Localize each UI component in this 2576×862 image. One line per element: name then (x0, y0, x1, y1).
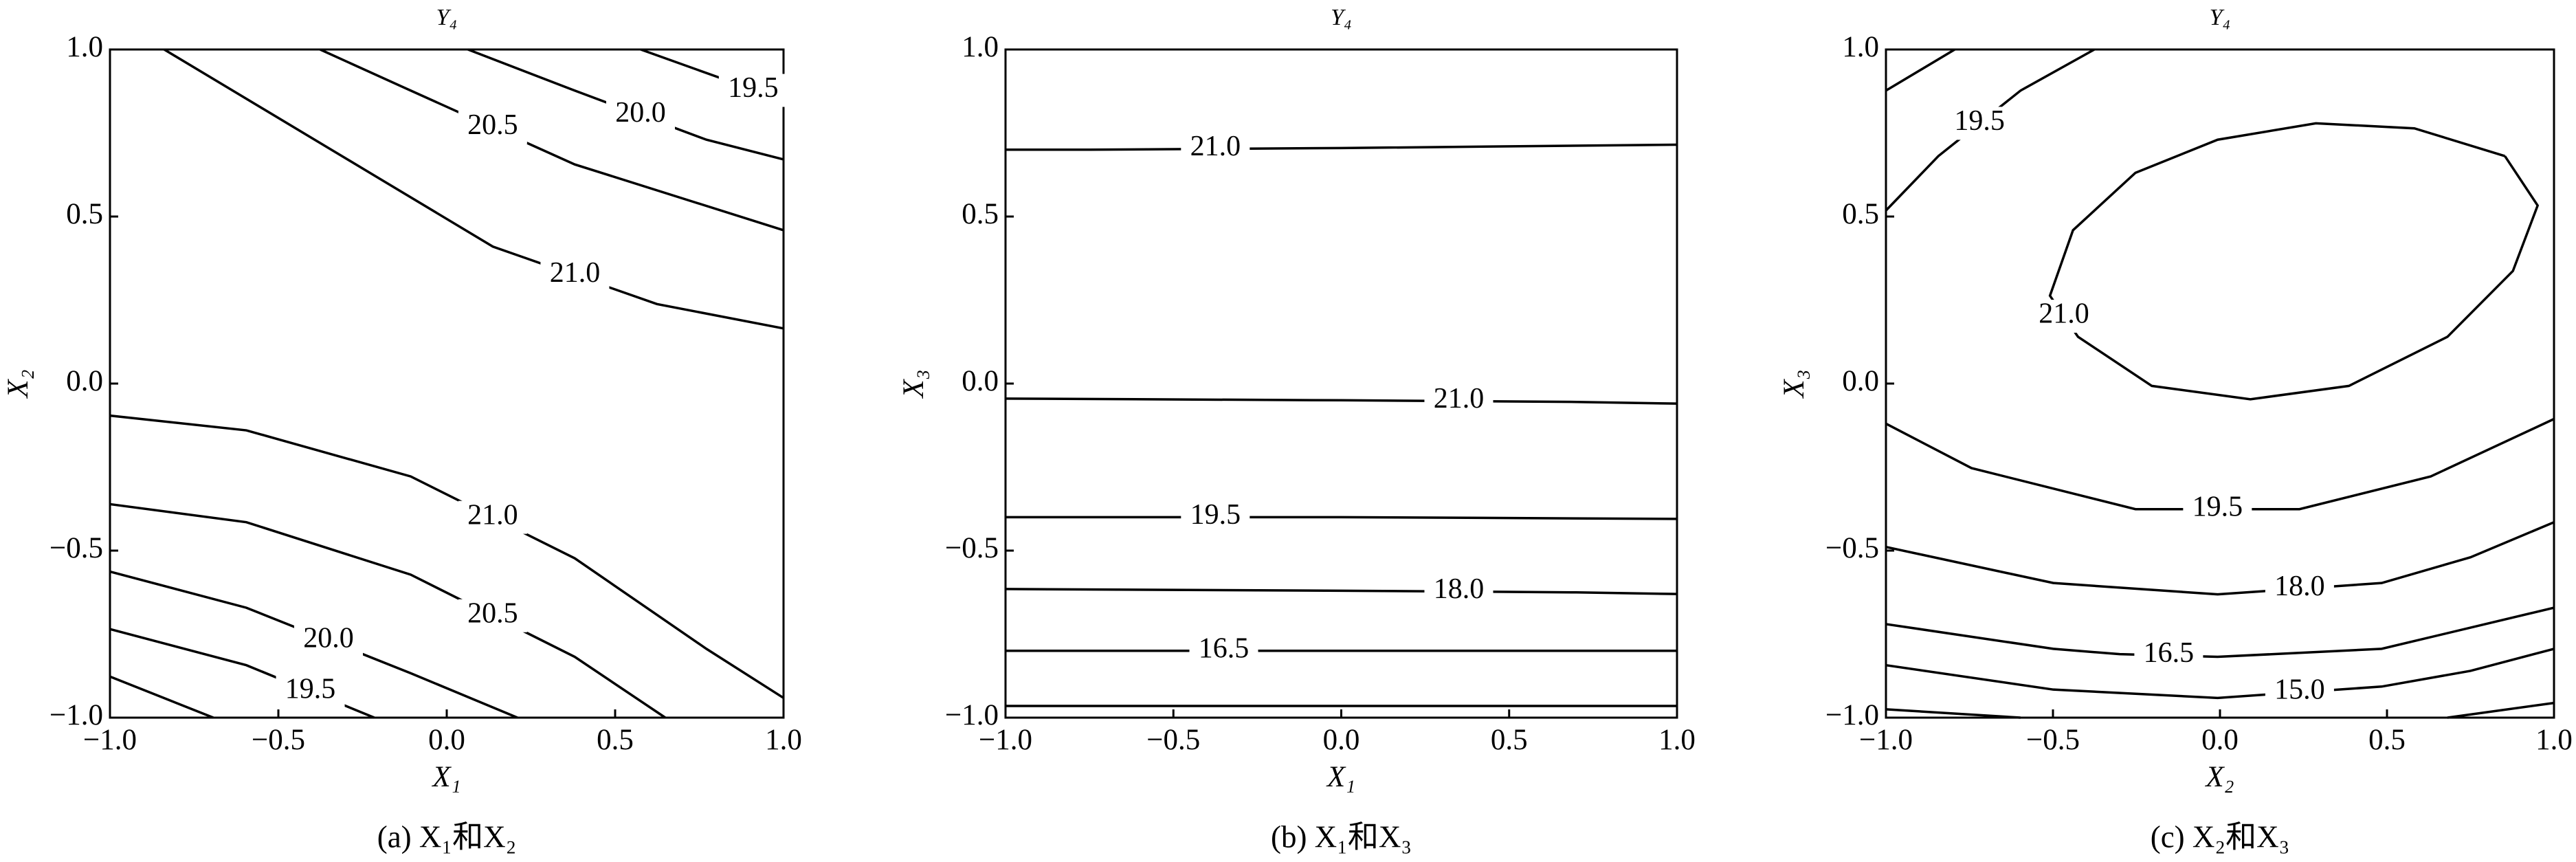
contour-line (109, 675, 214, 719)
caption: (a) X₁和X₂ (377, 819, 517, 854)
contour-line (1006, 516, 1678, 520)
contour-label-bg (1424, 575, 1494, 608)
contour-label-bg (1181, 132, 1250, 166)
contour-line (1885, 606, 2555, 659)
x-tick-label: −0.5 (2026, 724, 2080, 756)
contour-label: 20.0 (303, 622, 354, 654)
contour-label-bg (2265, 572, 2334, 606)
x-tick-label: −0.5 (252, 724, 305, 756)
caption: (c) X₂和X₃ (2151, 819, 2290, 854)
x-tick-label: −0.5 (1146, 724, 1200, 756)
y-tick-label: −1.0 (49, 699, 103, 731)
y-tick-label: −1.0 (945, 699, 999, 731)
plot-frame (1885, 48, 2555, 719)
y-tick-label: −0.5 (49, 532, 103, 564)
x-tick-label: 0.5 (1491, 724, 1528, 756)
y-axis-label: X₃ (1778, 369, 1810, 399)
x-tick-label: −1.0 (83, 724, 137, 756)
contour-label: 21.0 (1434, 383, 1485, 415)
contour-label-bg (458, 500, 527, 534)
y-tick-label: 0.0 (962, 365, 999, 397)
contour-label-bg (2265, 676, 2334, 709)
y-tick-label: −0.5 (1825, 532, 1879, 564)
contour-label-bg (2183, 492, 2252, 526)
contour-label-bg (606, 98, 675, 132)
x-axis-label: X₁ (1326, 761, 1355, 793)
y-axis-label: X₂ (2, 369, 34, 399)
contour-label-bg (540, 258, 610, 292)
contour-label: 20.0 (615, 97, 666, 129)
contour-label-bg (2134, 639, 2203, 672)
plot-frame (109, 48, 785, 719)
y-tick-label: 0.5 (66, 198, 103, 230)
contour-line (1005, 588, 1678, 595)
contour-label: 21.0 (467, 499, 518, 531)
y-axis-label: X₃ (898, 369, 930, 399)
contour-label: 21.0 (1190, 131, 1241, 162)
x-tick-label: 0.0 (1323, 724, 1360, 756)
contour-label-bg (458, 599, 527, 632)
contour-label: 16.5 (2144, 637, 2195, 669)
contour-label: 19.5 (1190, 499, 1241, 531)
x-axis-label: X₁ (431, 761, 460, 793)
contour-line (1005, 397, 1678, 405)
chart-title: Y₄ (436, 5, 458, 30)
contour-label: 20.5 (467, 597, 518, 629)
x-tick-label: 0.5 (2368, 724, 2406, 756)
chart-title: Y₄ (1331, 5, 1352, 30)
contour-line (1885, 708, 2021, 719)
contour-label-bg (1181, 500, 1250, 534)
contour-label-bg (294, 623, 364, 657)
y-tick-label: −0.5 (945, 532, 999, 564)
contour-label-bg (458, 111, 527, 144)
y-tick-label: 1.0 (66, 31, 103, 63)
contour-line (2447, 701, 2555, 719)
x-tick-label: −1.0 (979, 724, 1032, 756)
contour-label: 21.0 (550, 257, 601, 289)
x-tick-label: 0.0 (428, 724, 465, 756)
y-tick-label: 0.0 (66, 365, 103, 397)
chart-title: Y₄ (2210, 5, 2231, 30)
contour-label: 19.5 (285, 673, 336, 705)
x-tick-label: 1.0 (765, 724, 802, 756)
contour-label-bg (1189, 634, 1258, 667)
contour-line (163, 48, 784, 330)
contour-label: 19.5 (1954, 105, 2005, 137)
contour-line (1885, 48, 1956, 92)
contour-line (2048, 122, 2540, 401)
contour-label-bg (718, 74, 788, 107)
contour-label: 16.5 (1199, 632, 1250, 664)
contour-label: 19.5 (728, 72, 779, 104)
x-tick-label: 1.0 (1658, 724, 1696, 756)
contour-label: 15.0 (2274, 674, 2325, 706)
y-tick-label: 0.0 (1842, 365, 1879, 397)
y-tick-label: 1.0 (962, 31, 999, 63)
contour-label-bg (1945, 107, 2014, 140)
y-tick-label: 0.5 (962, 198, 999, 230)
contour-label: 21.0 (2039, 298, 2089, 330)
contour-label-bg (2030, 300, 2099, 333)
y-tick-label: 1.0 (1842, 31, 1879, 63)
x-tick-label: 0.0 (2201, 724, 2239, 756)
contour-label: 20.5 (467, 109, 518, 141)
caption: (b) X₁和X₃ (1271, 819, 1412, 854)
contour-line (1006, 143, 1678, 151)
contour-label: 18.0 (2274, 571, 2325, 602)
y-tick-label: 0.5 (1842, 198, 1879, 230)
contour-label: 19.5 (2192, 491, 2243, 522)
contour-label: 18.0 (1434, 573, 1485, 605)
contour-line (109, 502, 666, 719)
contour-line (1885, 521, 2555, 596)
contour-label-bg (276, 674, 345, 708)
x-tick-label: 0.5 (597, 724, 634, 756)
x-tick-label: −1.0 (1859, 724, 1913, 756)
contour-label-bg (1424, 384, 1494, 418)
x-tick-label: 1.0 (2535, 724, 2573, 756)
x-axis-label: X₂ (2204, 761, 2234, 793)
y-tick-label: −1.0 (1825, 699, 1879, 731)
